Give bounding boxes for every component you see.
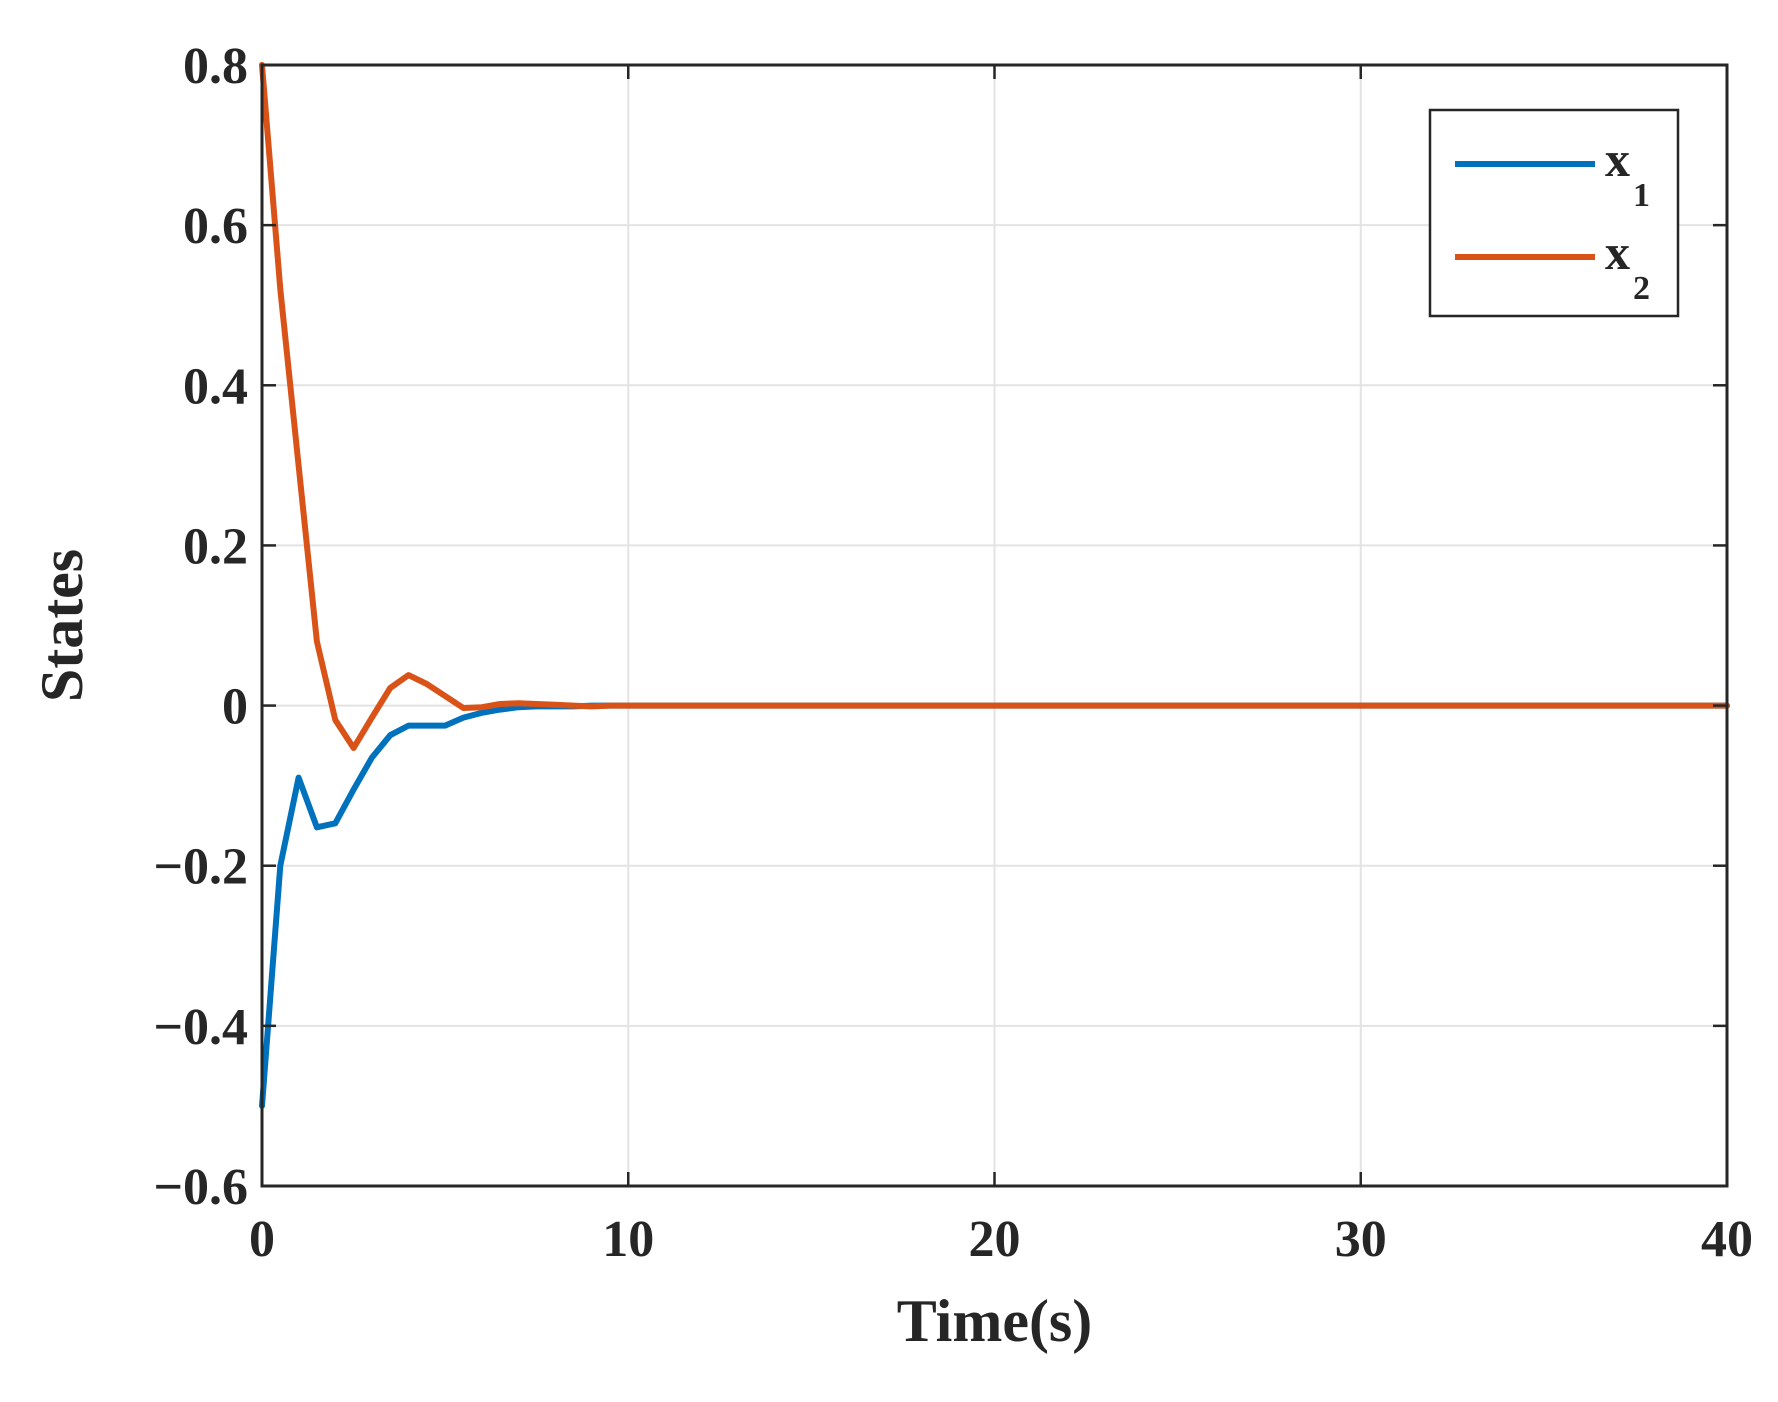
- series-lines: [259, 62, 1730, 1109]
- axis-ticks: [260, 63, 1729, 1188]
- x-tick-label: 20: [969, 1211, 1021, 1268]
- y-tick-label: 0.4: [183, 358, 248, 415]
- y-tick-label: −0.2: [153, 839, 248, 896]
- y-tick-label: 0.6: [183, 198, 248, 255]
- legend-box: [1428, 108, 1680, 318]
- y-tick-label: −0.6: [153, 1159, 248, 1216]
- x-axis-title: Time(s): [897, 1288, 1093, 1354]
- x-axis-tick-labels: 0 10 20 30 40: [249, 1211, 1753, 1268]
- y-tick-label: 0.2: [183, 518, 248, 575]
- x-tick-label: 10: [602, 1211, 654, 1268]
- series-line-x2: [259, 62, 1730, 751]
- y-axis-title: States: [29, 549, 95, 702]
- legend-label-x2: x: [1605, 224, 1630, 280]
- legend-subscript-x1: 1: [1633, 177, 1650, 214]
- legend-label-x1: x: [1605, 131, 1630, 187]
- y-tick-label: 0.8: [183, 38, 248, 95]
- x-tick-label: 30: [1335, 1211, 1387, 1268]
- y-axis-tick-labels: −0.6 −0.4 −0.2 0 0.2 0.4 0.6 0.8: [153, 38, 248, 1216]
- legend-subscript-x2: 2: [1633, 270, 1650, 307]
- y-tick-label: −0.4: [153, 999, 248, 1056]
- x-tick-label: 40: [1701, 1211, 1753, 1268]
- x-tick-label: 0: [249, 1211, 275, 1268]
- y-tick-label: 0: [222, 679, 248, 736]
